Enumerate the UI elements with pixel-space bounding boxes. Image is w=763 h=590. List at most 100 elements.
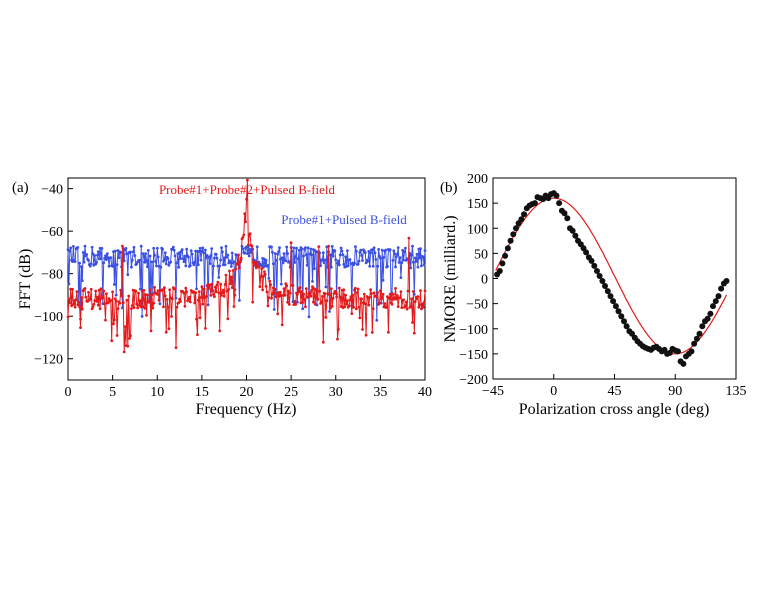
data-point bbox=[197, 250, 201, 254]
data-point bbox=[420, 264, 423, 268]
data-point bbox=[312, 300, 315, 304]
data-point bbox=[135, 302, 139, 306]
data-point bbox=[357, 305, 361, 309]
data-point bbox=[129, 250, 132, 254]
data-point bbox=[588, 257, 595, 264]
data-point bbox=[246, 178, 249, 182]
data-point bbox=[104, 318, 107, 322]
data-point bbox=[333, 249, 337, 253]
data-point bbox=[137, 291, 140, 295]
data-point bbox=[182, 291, 186, 295]
data-point bbox=[696, 330, 703, 337]
data-point bbox=[361, 259, 364, 262]
data-point bbox=[623, 323, 630, 330]
data-point bbox=[379, 289, 382, 293]
data-point bbox=[680, 360, 687, 367]
data-point bbox=[397, 261, 401, 264]
data-point bbox=[90, 245, 94, 249]
data-point bbox=[232, 260, 236, 264]
panel-b-nmore-chart: (b) −45 0 45 90 135 −200 −150 −100 −50 0 50 100 150 2… bbox=[440, 172, 747, 418]
data-point bbox=[68, 249, 72, 253]
data-point bbox=[99, 257, 103, 261]
data-point bbox=[237, 253, 240, 257]
data-point bbox=[159, 265, 163, 269]
data-point bbox=[380, 296, 384, 299]
data-point bbox=[330, 305, 334, 308]
data-point bbox=[187, 297, 190, 301]
data-point bbox=[102, 289, 106, 293]
data-point bbox=[196, 263, 200, 267]
data-point bbox=[188, 295, 191, 299]
data-point bbox=[233, 288, 237, 291]
data-point bbox=[105, 292, 108, 296]
data-point bbox=[398, 256, 402, 259]
data-point bbox=[329, 253, 332, 257]
data-point bbox=[411, 321, 414, 324]
data-point bbox=[81, 251, 85, 254]
data-point bbox=[304, 287, 308, 291]
data-point bbox=[182, 260, 186, 263]
data-point bbox=[229, 282, 232, 285]
data-point bbox=[693, 335, 700, 342]
y-tick-label: −60 bbox=[41, 225, 63, 240]
data-point bbox=[419, 247, 422, 251]
data-point bbox=[226, 253, 230, 257]
data-point bbox=[376, 291, 380, 294]
data-point bbox=[95, 299, 98, 303]
data-point bbox=[342, 288, 346, 292]
data-point bbox=[238, 299, 241, 302]
panel-b-xlabel: Polarization cross angle (deg) bbox=[519, 401, 710, 418]
data-point bbox=[413, 256, 417, 260]
data-point bbox=[330, 245, 334, 248]
data-point bbox=[232, 305, 236, 308]
data-point bbox=[133, 254, 137, 257]
data-point bbox=[267, 277, 271, 280]
y-tick-label: 0 bbox=[481, 273, 488, 288]
data-point bbox=[604, 288, 611, 295]
panel-a-ylabel: FFT (dB) bbox=[17, 249, 34, 310]
data-point bbox=[188, 300, 192, 304]
data-point bbox=[607, 293, 614, 300]
data-point bbox=[255, 261, 259, 264]
data-point bbox=[260, 267, 264, 270]
data-point bbox=[304, 253, 308, 257]
data-point bbox=[712, 298, 719, 305]
data-point bbox=[77, 300, 81, 304]
data-point bbox=[360, 254, 363, 257]
data-point bbox=[272, 308, 276, 311]
data-point bbox=[346, 249, 349, 253]
data-point bbox=[420, 307, 423, 311]
data-point bbox=[132, 246, 136, 249]
data-point bbox=[280, 323, 284, 327]
data-point bbox=[321, 251, 325, 255]
data-point bbox=[283, 293, 287, 297]
data-point bbox=[209, 254, 213, 258]
data-point bbox=[521, 211, 527, 218]
data-point bbox=[310, 288, 314, 292]
data-point bbox=[72, 303, 75, 306]
panel-b-label: (b) bbox=[440, 180, 458, 196]
data-point bbox=[147, 300, 151, 304]
data-point bbox=[66, 315, 70, 319]
data-point bbox=[201, 302, 205, 306]
fit-line bbox=[495, 197, 728, 355]
data-point bbox=[273, 287, 277, 291]
data-point bbox=[138, 258, 141, 262]
data-point bbox=[136, 306, 140, 310]
data-point bbox=[368, 295, 372, 299]
data-point bbox=[145, 259, 148, 262]
data-point bbox=[144, 252, 148, 256]
data-point bbox=[251, 300, 255, 304]
data-point bbox=[189, 249, 193, 253]
data-point bbox=[163, 251, 167, 255]
data-point bbox=[208, 262, 212, 265]
data-point bbox=[207, 256, 211, 259]
data-point bbox=[67, 282, 71, 286]
data-point bbox=[221, 291, 224, 295]
data-point bbox=[384, 248, 388, 252]
data-point bbox=[405, 307, 409, 311]
data-point bbox=[387, 330, 390, 334]
data-point bbox=[367, 303, 371, 307]
data-point bbox=[282, 287, 286, 290]
data-point bbox=[419, 289, 422, 292]
